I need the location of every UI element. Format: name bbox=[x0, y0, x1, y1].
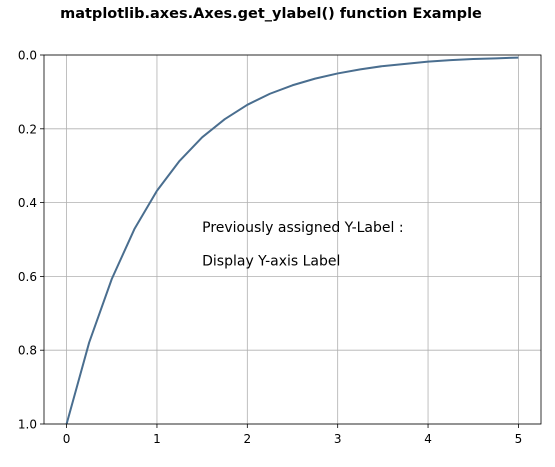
series-line bbox=[65, 56, 519, 425]
x-tick-label: 3 bbox=[334, 432, 342, 446]
annotation-text: Display Y-axis Label bbox=[202, 253, 340, 269]
grid-lines bbox=[44, 54, 541, 425]
y-tick-label: 1.0 bbox=[18, 418, 37, 432]
y-tick-label: 0.8 bbox=[18, 344, 37, 358]
x-axis: 0 1 2 3 4 5 bbox=[63, 424, 522, 446]
annotations: Previously assigned Y-Label : Display Y-a… bbox=[202, 220, 403, 269]
x-tick-label: 1 bbox=[153, 432, 161, 446]
y-tick-label: 0.4 bbox=[18, 196, 37, 210]
series-layer bbox=[65, 56, 519, 425]
x-tick-label: 2 bbox=[243, 432, 251, 446]
x-tick-label: 4 bbox=[424, 432, 432, 446]
y-tick-label: 0.6 bbox=[18, 270, 37, 284]
y-tick-label: 0.2 bbox=[18, 122, 37, 136]
y-axis: 0.0 0.2 0.4 0.6 0.8 1.0 bbox=[18, 49, 44, 432]
x-tick-label: 0 bbox=[63, 432, 71, 446]
axes-frame bbox=[43, 54, 542, 425]
x-tick-label: 5 bbox=[515, 432, 523, 446]
annotation-text: Previously assigned Y-Label : bbox=[202, 220, 403, 236]
y-tick-label: 0.0 bbox=[18, 49, 37, 63]
chart-title: matplotlib.axes.Axes.get_ylabel() functi… bbox=[60, 6, 482, 22]
